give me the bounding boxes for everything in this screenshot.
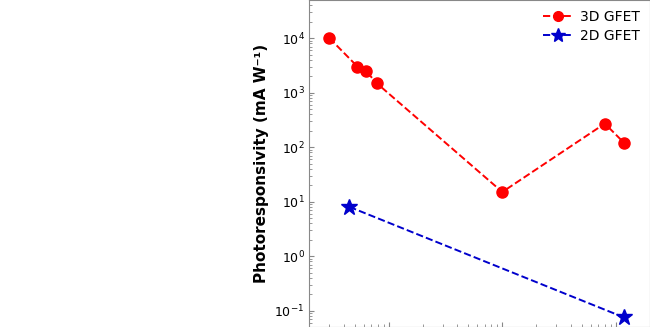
Legend: 3D GFET, 2D GFET: 3D GFET, 2D GFET [538, 4, 646, 49]
Y-axis label: Photoresponsivity (mA W⁻¹): Photoresponsivity (mA W⁻¹) [254, 44, 269, 283]
